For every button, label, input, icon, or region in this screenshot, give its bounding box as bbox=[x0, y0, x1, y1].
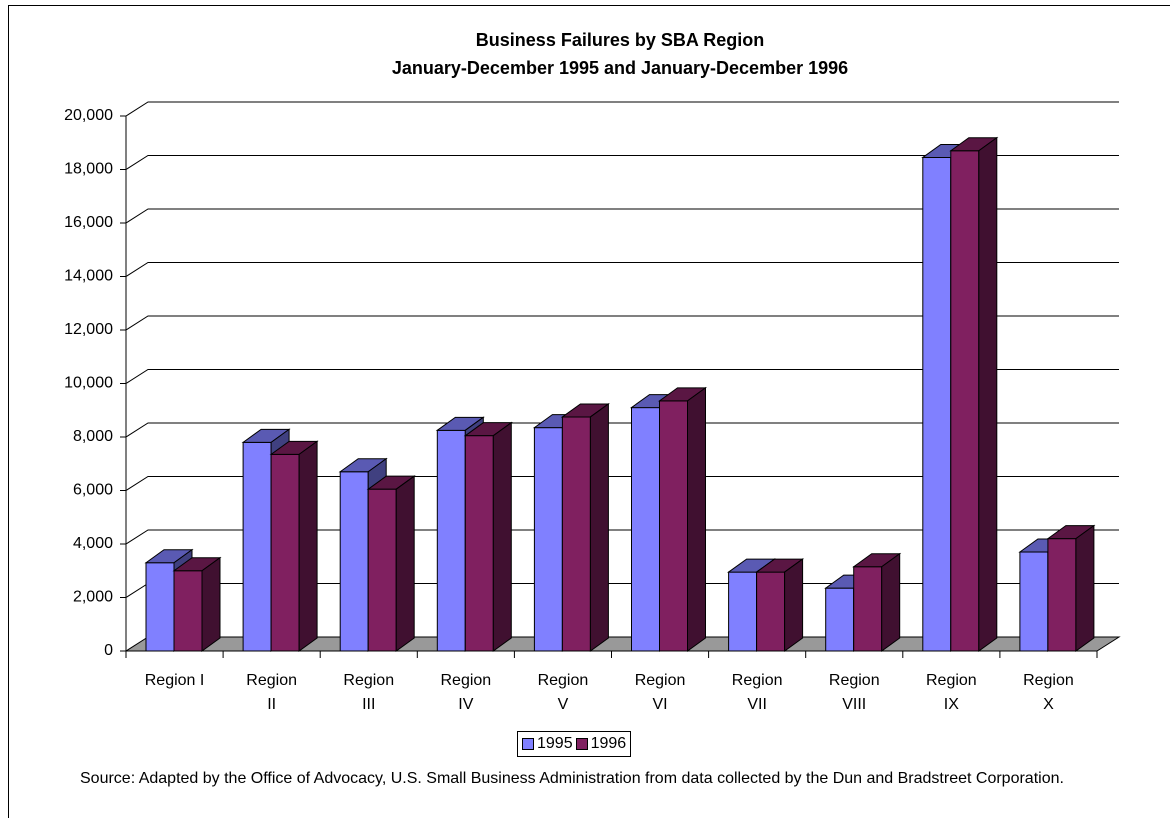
grid-line bbox=[125, 101, 1119, 117]
grid-line bbox=[125, 369, 1119, 384]
y-tick-label: 20,000 bbox=[64, 107, 113, 124]
bar-side bbox=[395, 475, 415, 652]
x-tick-label: Region I bbox=[144, 672, 205, 689]
y-tick-label: 8,000 bbox=[73, 428, 113, 445]
bar-side bbox=[784, 558, 804, 652]
grid-line bbox=[125, 422, 1119, 438]
chart-subtitle: January-December 1995 and January-Decemb… bbox=[391, 58, 849, 78]
grid-line bbox=[125, 262, 1119, 277]
y-tick-label: 10,000 bbox=[64, 375, 113, 392]
x-tick-label: Region VIII bbox=[828, 672, 880, 713]
bar bbox=[173, 570, 203, 652]
bar-side bbox=[492, 421, 512, 652]
bar-side bbox=[298, 440, 318, 652]
bar bbox=[756, 571, 786, 652]
legend: 1995 1996 bbox=[517, 731, 632, 757]
bar bbox=[659, 400, 688, 652]
legend-swatch bbox=[575, 738, 588, 750]
grid-line bbox=[125, 529, 1119, 545]
bar bbox=[242, 441, 272, 652]
bar bbox=[561, 416, 591, 652]
bar bbox=[825, 587, 855, 652]
bar-side bbox=[1075, 524, 1095, 652]
y-tick-label: 0 bbox=[104, 642, 113, 659]
y-tick-label: 2,000 bbox=[73, 589, 113, 606]
bar-side bbox=[201, 556, 221, 652]
y-tick-label: 4,000 bbox=[73, 535, 113, 552]
legend-swatch bbox=[522, 738, 534, 750]
bar bbox=[853, 566, 883, 652]
frame bbox=[8, 5, 1170, 818]
y-tick-label: 16,000 bbox=[64, 214, 113, 231]
bar bbox=[1047, 538, 1077, 652]
x-tick-label: Region VII bbox=[731, 672, 783, 713]
bar bbox=[270, 453, 300, 652]
bar bbox=[922, 156, 952, 652]
x-tick-label: Region X bbox=[1023, 672, 1074, 713]
x-tick-label: Region II bbox=[246, 672, 297, 713]
bar-side bbox=[687, 386, 706, 652]
x-tick-label: Region IX bbox=[925, 672, 977, 713]
y-tick-label: 14,000 bbox=[64, 268, 113, 285]
y-tick-label: 18,000 bbox=[64, 161, 113, 178]
y-tick-label: 12,000 bbox=[64, 321, 113, 338]
bar bbox=[533, 427, 563, 652]
x-tick-label: Region VI bbox=[634, 672, 686, 713]
bar-side bbox=[978, 136, 998, 652]
bar bbox=[464, 435, 494, 652]
legend-label: 1995 bbox=[537, 735, 573, 752]
y-tick-label: 6,000 bbox=[73, 482, 113, 499]
x-tick-label: Region IV bbox=[440, 672, 492, 713]
source-note: Source: Adapted by the Office of Advocac… bbox=[80, 770, 1064, 787]
bar bbox=[436, 429, 466, 652]
bar-side bbox=[881, 552, 901, 652]
bar bbox=[950, 150, 980, 652]
bar bbox=[631, 407, 660, 652]
grid-line bbox=[125, 208, 1119, 224]
bar bbox=[728, 571, 758, 652]
chart-title: Business Failures by SBA Region bbox=[475, 30, 765, 50]
bar bbox=[1019, 551, 1049, 652]
legend-label: 1996 bbox=[590, 735, 627, 752]
bar-side bbox=[589, 402, 609, 652]
grid-line bbox=[125, 476, 1119, 491]
x-tick-label: Region V bbox=[537, 672, 589, 713]
bar bbox=[145, 562, 175, 652]
grid-line bbox=[125, 155, 1119, 170]
bar bbox=[367, 488, 397, 652]
bar bbox=[339, 471, 369, 652]
grid-line bbox=[125, 315, 1119, 331]
x-tick-label: Region III bbox=[343, 672, 395, 713]
